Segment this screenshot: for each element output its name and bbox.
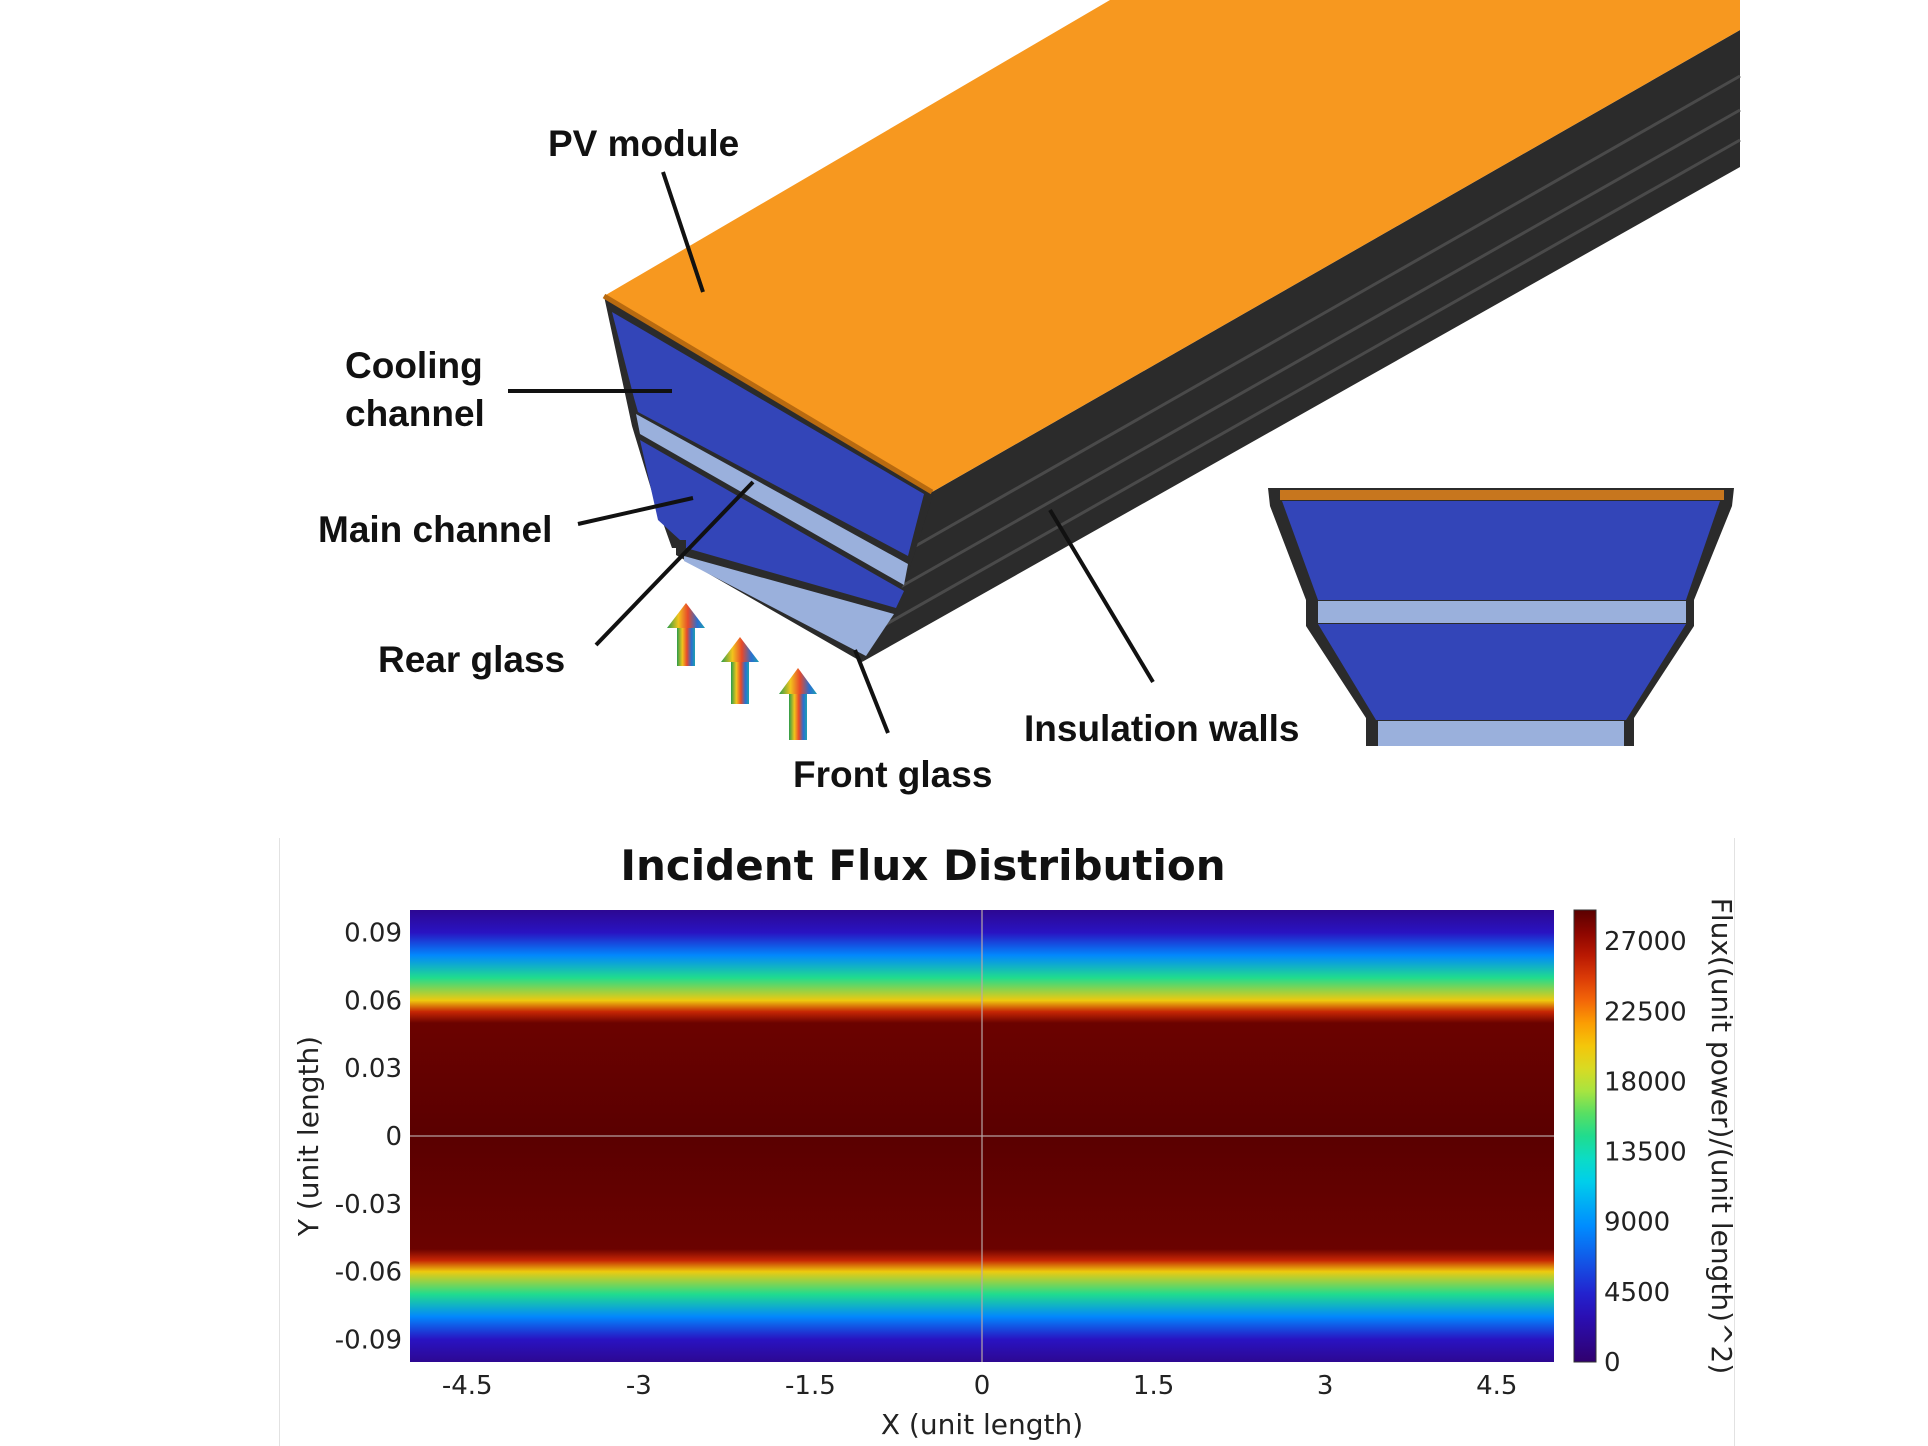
colorbar-tick-label: 0 bbox=[1604, 1348, 1621, 1378]
pv-module-top bbox=[604, 0, 1740, 492]
cooling-channel-label: Cooling bbox=[345, 345, 483, 386]
colorbar-tick-label: 22500 bbox=[1604, 997, 1687, 1027]
cooling-channel-face bbox=[612, 312, 924, 556]
colorbar-tick-label: 9000 bbox=[1604, 1208, 1670, 1238]
wall-groove bbox=[875, 138, 1741, 632]
collector-3d-model: PV module Cooling channel Main channel R… bbox=[318, 0, 1741, 795]
pv-module-leader bbox=[661, 171, 705, 293]
y-tick-label: 0.06 bbox=[344, 986, 402, 1016]
cross-section-main-channel bbox=[1318, 624, 1686, 720]
colorbar bbox=[1573, 909, 1597, 1363]
main-channel-label: Main channel bbox=[318, 509, 552, 550]
rear-glass-label: Rear glass bbox=[378, 639, 565, 680]
x-tick-label: -3 bbox=[626, 1371, 652, 1401]
y-tick-label: -0.06 bbox=[335, 1258, 402, 1288]
incident-ray-arrow bbox=[721, 637, 759, 704]
colorbar-label: Flux((unit power)/(unit length)^2) bbox=[1705, 898, 1738, 1375]
front-glass-label: Front glass bbox=[793, 754, 992, 795]
colorbar-tick-label: 27000 bbox=[1604, 927, 1687, 957]
main-channel-leader bbox=[577, 496, 694, 526]
insulation-walls-label: Insulation walls bbox=[1024, 708, 1300, 749]
incident-ray-arrow bbox=[779, 668, 817, 740]
wall-groove bbox=[911, 74, 1741, 550]
y-tick-label: 0.09 bbox=[344, 919, 402, 949]
incident-ray-arrow bbox=[667, 603, 705, 666]
rear-glass-face bbox=[636, 414, 908, 585]
front-glass-face bbox=[684, 556, 894, 656]
colorbar-tick-label: 18000 bbox=[1604, 1067, 1687, 1097]
x-tick-label: -4.5 bbox=[442, 1371, 493, 1401]
y-tick-label: -0.09 bbox=[335, 1325, 402, 1355]
y-tick-label: 0 bbox=[385, 1122, 402, 1152]
y-tick-label: -0.03 bbox=[335, 1190, 402, 1220]
cross-section-view bbox=[1268, 488, 1734, 746]
main-channel-face bbox=[640, 440, 904, 608]
cross-section-pv-module bbox=[1280, 490, 1724, 500]
x-axis-label: X (unit length) bbox=[881, 1408, 1083, 1441]
flux-chart: Incident Flux Distribution -4.5 -3 -1.5 0 1.… bbox=[279, 838, 1738, 1446]
pv-module-label: PV module bbox=[548, 123, 739, 164]
cross-section-front-glass bbox=[1378, 721, 1624, 746]
x-tick-label: 3 bbox=[1317, 1371, 1334, 1401]
colorbar-tick-labels: 27000 22500 18000 13500 9000 4500 0 bbox=[1604, 927, 1687, 1378]
x-tick-label: 0 bbox=[974, 1371, 991, 1401]
insulation-walls-leader bbox=[1048, 508, 1155, 684]
colorbar-tick-label: 13500 bbox=[1604, 1138, 1687, 1168]
cross-section-rear-glass bbox=[1318, 601, 1686, 623]
insulation-side-wall bbox=[862, 30, 1740, 662]
y-tick-label: 0.03 bbox=[344, 1054, 402, 1084]
front-glass-leader bbox=[853, 649, 890, 734]
colorbar-tick-label: 4500 bbox=[1604, 1278, 1670, 1308]
chart-title: Incident Flux Distribution bbox=[620, 841, 1225, 890]
x-tick-label: 4.5 bbox=[1476, 1371, 1517, 1401]
x-tick-labels: -4.5 -3 -1.5 0 1.5 3 4.5 bbox=[442, 1371, 1518, 1401]
y-tick-labels: 0.09 0.06 0.03 0 -0.03 -0.06 -0.09 bbox=[335, 919, 402, 1356]
x-tick-label: -1.5 bbox=[785, 1371, 836, 1401]
cooling-channel-label-line2: channel bbox=[345, 393, 485, 434]
chart-border-right bbox=[1734, 838, 1735, 1446]
x-tick-label: 1.5 bbox=[1133, 1371, 1174, 1401]
cross-section-cooling-channel bbox=[1282, 501, 1720, 600]
chart-border-left bbox=[279, 838, 280, 1446]
rear-glass-leader bbox=[594, 480, 755, 647]
y-axis-label: Y (unit length) bbox=[292, 1036, 325, 1237]
wall-groove bbox=[894, 108, 1741, 592]
pv-module-edge bbox=[602, 293, 934, 495]
